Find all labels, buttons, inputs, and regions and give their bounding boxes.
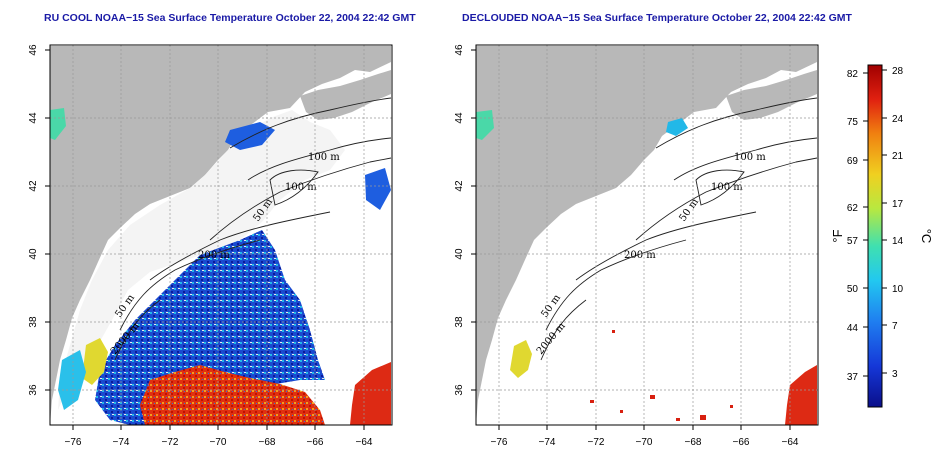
right-x-tick-label: −70 [636,437,653,448]
left-land-mass [50,46,391,425]
left-x-tick-label: −76 [65,437,82,448]
fahrenheit-tick-label: 44 [847,323,859,334]
left-y-tick-label: 44 [28,112,39,124]
right-x-tick-label: −64 [782,437,799,448]
right-x-tick-labels: −76 −74 −72 −70 −68 −66 −64 [491,437,799,448]
right-contour-label-200m: 200 m [624,250,656,261]
left-sst-blue-gulf-maine [225,122,275,150]
celsius-unit-label: °C [919,229,934,244]
right-bathymetry-contours [540,97,818,361]
left-x-tick-label: −74 [113,437,130,448]
colorbar-celsius-labels: 28 24 21 17 14 10 7 3 [892,66,904,380]
left-x-tick-label: −72 [162,437,179,448]
left-y-tick-label: 40 [28,248,39,260]
left-x-tick-label: −68 [259,437,276,448]
right-y-tick-label: 44 [454,112,465,124]
left-cloud-cover [58,110,345,410]
left-map-title: RU COOL NOAA−15 Sea Surface Temperature … [44,12,416,24]
celsius-tick-label: 14 [892,236,904,247]
left-y-tick-label: 36 [28,384,39,396]
left-sst-cyan-coastal [58,350,86,410]
celsius-tick-label: 10 [892,284,904,295]
right-x-tick-label: −72 [588,437,605,448]
left-sst-yellow-coastal [82,338,108,385]
fahrenheit-tick-label: 50 [847,284,859,295]
fahrenheit-tick-label: 62 [847,203,859,214]
right-y-tick-label: 36 [454,384,465,396]
right-land-mass [476,46,817,425]
right-sst-red-specks [590,330,733,421]
right-map-title: DECLOUDED NOAA−15 Sea Surface Temperatur… [462,12,852,24]
left-bathymetry-contours [114,97,392,361]
left-sst-green-patch [50,108,66,140]
colorbar-fahrenheit-labels: 82 75 69 62 57 50 44 37 [847,69,859,383]
right-map-panel: 100 m 100 m 50 m 200 m 50 m 2000 m [454,44,819,448]
left-contour-label-200m: 200 m [198,250,230,261]
right-contour-label-100m-b: 100 m [711,182,743,193]
celsius-tick-label: 17 [892,199,904,210]
left-y-tick-labels: 46 44 42 40 38 36 [28,44,39,396]
right-y-tick-labels: 46 44 42 40 38 36 [454,44,465,396]
celsius-tick-label: 28 [892,66,904,77]
celsius-tick-label: 24 [892,114,904,125]
fahrenheit-unit-label: °F [830,229,845,242]
left-sst-cold-field [95,230,325,425]
fahrenheit-tick-label: 75 [847,117,859,128]
right-tick-marks [471,49,791,430]
right-y-tick-label: 38 [454,316,465,328]
left-y-tick-label: 42 [28,180,39,192]
celsius-tick-label: 21 [892,151,904,162]
celsius-tick-label: 7 [892,321,898,332]
right-x-tick-label: −74 [539,437,556,448]
right-y-tick-label: 40 [454,248,465,260]
right-y-tick-label: 46 [454,44,465,56]
fahrenheit-tick-label: 69 [847,156,859,167]
left-y-tick-label: 46 [28,44,39,56]
right-contour-label-100m-a: 100 m [734,152,766,163]
celsius-tick-label: 3 [892,369,898,380]
left-map-panel: 100 m 100 m 50 m 200 m 50 m 2000 m [28,44,393,448]
left-contour-label-100m-a: 100 m [308,152,340,163]
left-nova-scotia [300,70,391,120]
left-sst-warm-southeast [350,362,391,425]
left-grid [50,45,392,425]
left-y-tick-label: 38 [28,316,39,328]
left-x-tick-labels: −76 −74 −72 −70 −68 −66 −64 [65,437,373,448]
left-x-tick-label: −64 [356,437,373,448]
left-tick-marks [45,49,365,430]
right-sst-cyan-gulf-maine [666,118,688,136]
right-x-tick-label: −76 [491,437,508,448]
colorbar-gradient [867,64,883,408]
right-sst-yellow-coastal [510,340,532,378]
right-nova-scotia [726,70,817,120]
left-sst-blue-offshore [365,168,391,210]
fahrenheit-tick-label: 82 [847,69,859,80]
right-sst-warm-southeast [785,365,817,425]
left-sst-warm-field [140,365,325,425]
right-grid [476,45,818,425]
right-x-tick-label: −66 [733,437,750,448]
right-x-tick-label: −68 [685,437,702,448]
right-sst-green-patch [476,110,494,140]
left-x-tick-label: −70 [210,437,227,448]
left-x-tick-label: −66 [307,437,324,448]
right-y-tick-label: 42 [454,180,465,192]
left-contour-label-100m-b: 100 m [285,182,317,193]
fahrenheit-tick-label: 57 [847,236,859,247]
temperature-colorbar: 82 75 69 62 57 50 44 37 28 24 21 17 14 1… [830,64,934,408]
fahrenheit-tick-label: 37 [847,372,859,383]
colorbar-tick-marks [863,69,887,377]
